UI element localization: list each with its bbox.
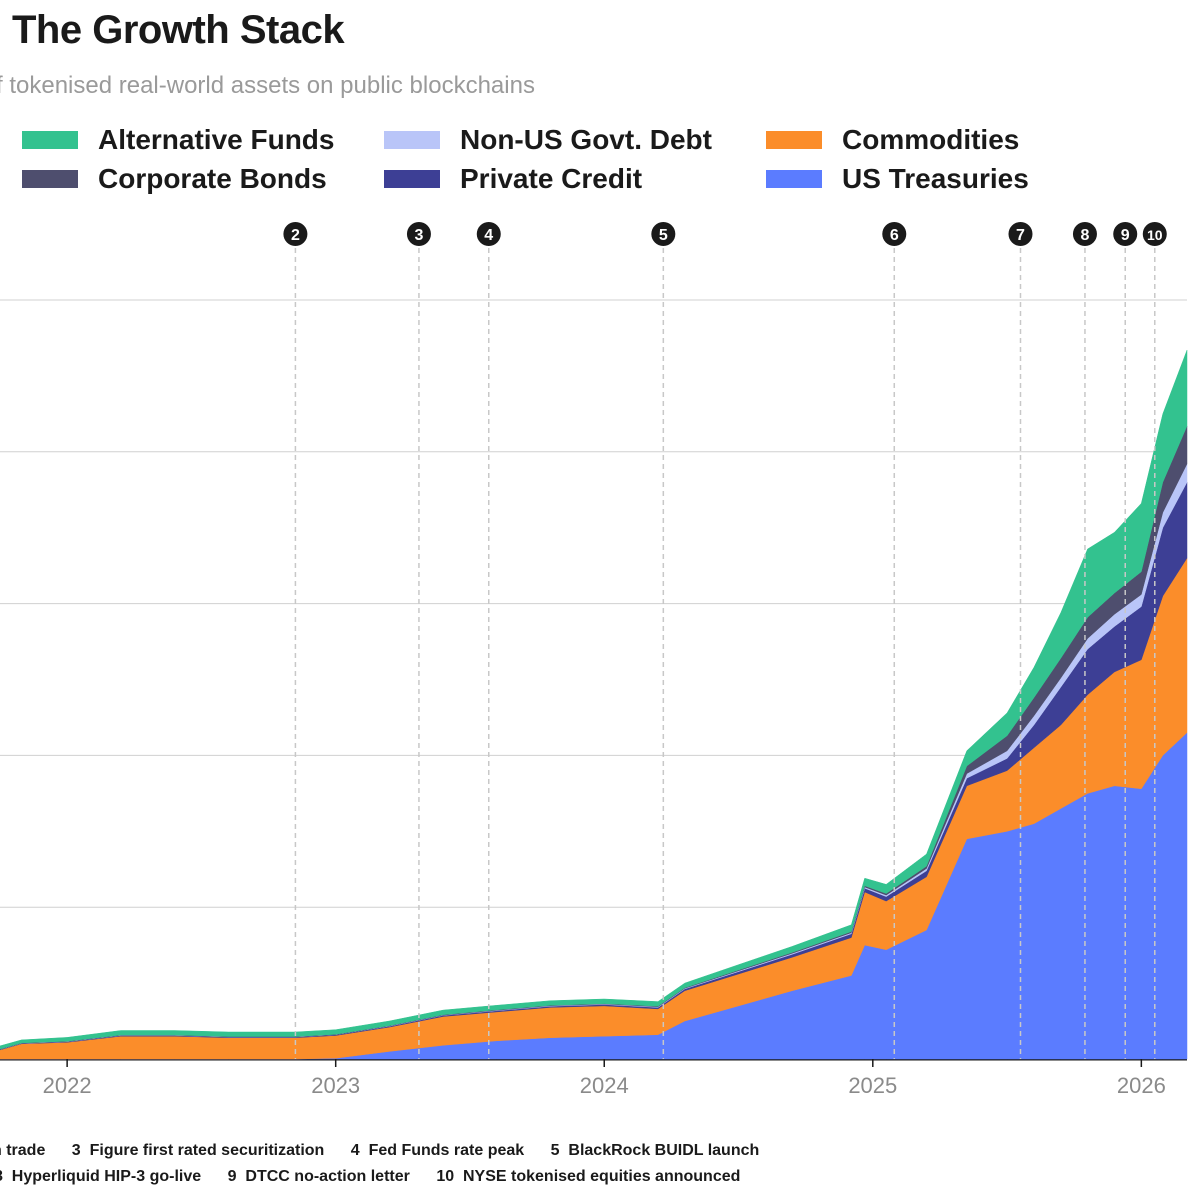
event-note-text: DTCC no-action letter [245, 1168, 410, 1185]
event-notes: n trade 3 Figure first rated securitizat… [0, 1138, 1200, 1200]
annotation-marker [882, 222, 907, 246]
legend-item-alternative-funds: Alternative Funds [22, 120, 334, 160]
legend-swatch [22, 170, 78, 188]
event-note-text: Fed Funds rate peak [368, 1142, 525, 1159]
event-notes-line-2: 8 Hyperliquid HIP-3 go-live 9 DTCC no-ac… [0, 1168, 762, 1192]
x-tick-label: 2024 [580, 1073, 629, 1098]
annotation-label: 5 [659, 227, 668, 244]
x-tick-label: 2022 [43, 1073, 92, 1098]
legend-label: Alternative Funds [98, 124, 335, 155]
legend-swatch [766, 131, 822, 149]
legend-swatch [384, 170, 440, 188]
annotation-marker [1142, 222, 1167, 246]
annotation-marker [406, 222, 431, 246]
annotation-label: 2 [291, 227, 300, 244]
event-note-number: 8 [0, 1168, 3, 1185]
legend-item-non-us-govt-debt: Non-US Govt. Debt [384, 120, 712, 160]
event-note: 10 NYSE tokenised equities announced [436, 1168, 740, 1185]
event-note-number: 10 [436, 1168, 455, 1185]
stacked-area-chart: 2 3 4 5 6 7 8 9 10 2022 2023 2024 2025 2026 [0, 222, 1188, 1098]
annotation-label: 9 [1121, 227, 1130, 244]
annotation-label: 7 [1016, 227, 1025, 244]
legend-item-us-treasuries: US Treasuries [766, 159, 1029, 199]
x-tick-label: 2026 [1117, 1073, 1166, 1098]
annotation-label: 10 [1147, 227, 1163, 243]
x-tick-label: 2023 [311, 1073, 360, 1098]
legend-label: Commodities [842, 124, 1020, 155]
event-note-text: n trade [0, 1142, 46, 1159]
annotation-marker [1008, 222, 1033, 246]
legend-item-private-credit: Private Credit [384, 159, 642, 199]
legend-label: US Treasuries [842, 163, 1029, 194]
area-alternative-funds [0, 350, 1188, 1050]
event-note: 8 Hyperliquid HIP-3 go-live [0, 1168, 201, 1185]
annotation-label: 3 [414, 227, 423, 244]
event-note-text: Hyperliquid HIP-3 go-live [11, 1168, 202, 1185]
event-note-number: 3 [71, 1142, 81, 1159]
event-note: 3 Figure first rated securitization [72, 1142, 325, 1159]
legend-swatch [384, 131, 440, 149]
annotation-marker [1113, 222, 1138, 246]
annotation-marker [283, 222, 308, 246]
legend-swatch [766, 170, 822, 188]
event-note-text: BlackRock BUIDL launch [568, 1142, 760, 1159]
event-note: n trade [0, 1142, 45, 1159]
area-series [0, 350, 1188, 1060]
legend-item-commodities: Commodities [766, 120, 1019, 160]
event-note-number: 5 [550, 1142, 560, 1159]
chart-subtitle: f tokenised real-world assets on public … [0, 72, 535, 99]
chart-title: The Growth Stack [12, 8, 345, 52]
legend-item-corporate-bonds: Corporate Bonds [22, 159, 327, 199]
event-note: 9 DTCC no-action letter [228, 1168, 410, 1185]
legend: Alternative Funds Non-US Govt. Debt Comm… [0, 120, 1200, 200]
annotation-marker [476, 222, 501, 246]
legend-label: Non-US Govt. Debt [460, 124, 712, 155]
annotation-label: 8 [1080, 227, 1089, 244]
event-note: 5 BlackRock BUIDL launch [551, 1142, 760, 1159]
event-notes-line-1: n trade 3 Figure first rated securitizat… [0, 1142, 781, 1166]
event-note-number: 9 [227, 1168, 237, 1185]
annotation-marker [651, 222, 676, 246]
x-tick-label: 2025 [848, 1073, 897, 1098]
event-note-text: Figure first rated securitization [89, 1142, 325, 1159]
event-annotations: 2 3 4 5 6 7 8 9 10 [283, 222, 1167, 1059]
event-note: 4 Fed Funds rate peak [351, 1142, 524, 1159]
annotation-label: 6 [890, 227, 899, 244]
event-note-text: NYSE tokenised equities announced [463, 1168, 741, 1185]
annotation-marker [1072, 222, 1097, 246]
legend-swatch [22, 131, 78, 149]
legend-label: Private Credit [460, 163, 643, 194]
annotation-label: 4 [484, 227, 493, 244]
x-axis: 2022 2023 2024 2025 2026 [43, 1059, 1166, 1098]
event-note-number: 4 [350, 1142, 360, 1159]
legend-label: Corporate Bonds [98, 163, 327, 194]
